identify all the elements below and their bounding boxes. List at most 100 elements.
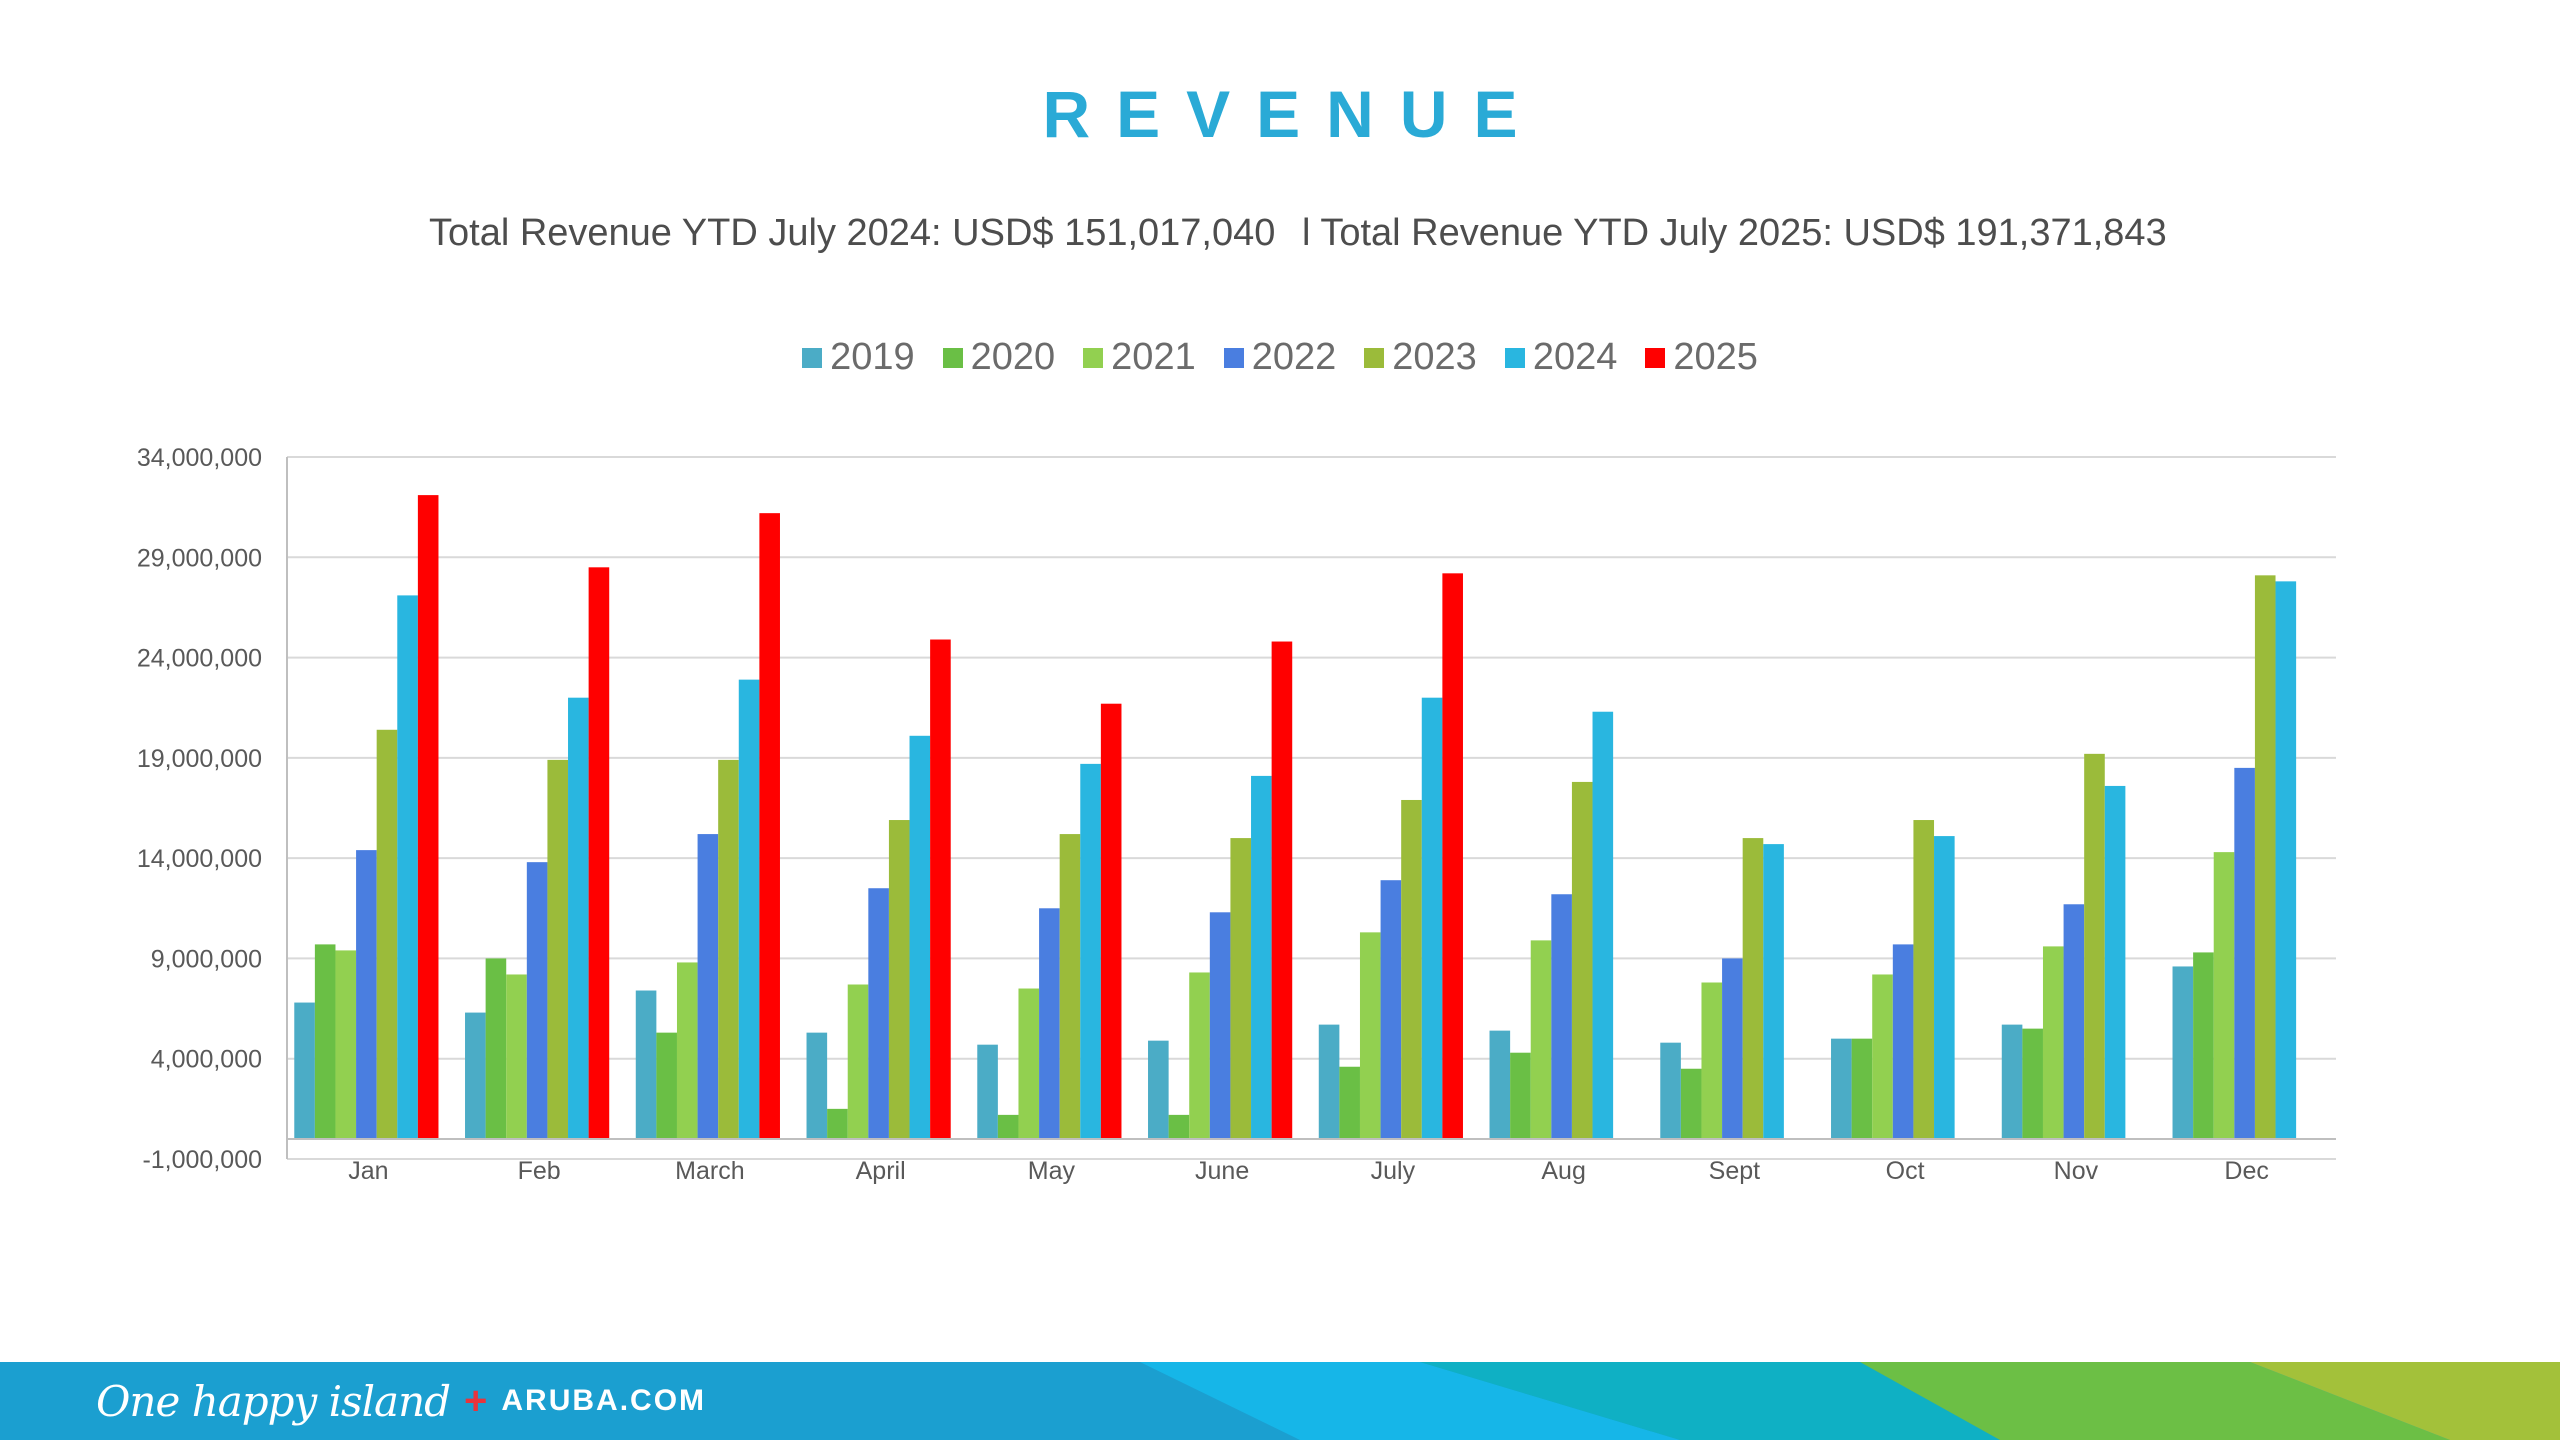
legend-label: 2020 (970, 336, 1056, 378)
bar-2022-march (697, 834, 719, 1139)
bar-2021-nov (2042, 946, 2064, 1139)
bar-2024-may (1080, 763, 1101, 1139)
subtitle-ytd-2025: l Total Revenue YTD July 2025: USD$ 191,… (1302, 212, 2167, 254)
y-tick-label: 4,000,000 (151, 1046, 262, 1074)
page-title: REVENUE (1042, 77, 1544, 151)
bar-2020-july (1339, 1066, 1360, 1139)
plus-icon: + (464, 1378, 488, 1423)
x-tick-label: April (856, 1157, 906, 1185)
bar-2023-aug (1571, 781, 1593, 1139)
bar-2023-jan (376, 729, 398, 1139)
x-tick-label: June (1195, 1157, 1249, 1185)
legend-swatch (1504, 347, 1525, 368)
bar-2020-march (656, 1032, 677, 1139)
bar-2025-march (759, 513, 780, 1139)
y-tick-label: 29,000,000 (137, 544, 262, 572)
bar-2021-dec (2213, 852, 2235, 1139)
bar-2025-may (1100, 703, 1122, 1139)
x-tick-label: Oct (1886, 1157, 1925, 1185)
y-tick-label: 9,000,000 (151, 945, 262, 973)
bar-2019-nov (2001, 1024, 2023, 1139)
bar-2019-may (977, 1044, 998, 1139)
bar-2024-aug (1592, 711, 1614, 1139)
bar-2024-nov (2104, 785, 2126, 1139)
bar-2020-feb (485, 958, 507, 1139)
subtitle-ytd-2024: Total Revenue YTD July 2024: USD$ 151,01… (429, 212, 1276, 254)
bar-2024-dec (2275, 581, 2297, 1139)
bar-2022-aug (1551, 894, 1572, 1139)
x-tick-label: July (1371, 1157, 1416, 1185)
bar-2020-nov (2022, 1028, 2043, 1139)
x-tick-label: Aug (1541, 1157, 1585, 1185)
bar-2025-feb (588, 567, 610, 1139)
x-tick-label: Feb (518, 1157, 561, 1185)
legend-swatch (802, 347, 823, 368)
bar-2024-jan (397, 595, 418, 1139)
legend-item-2024: 2024 (1504, 336, 1617, 379)
bar-2023-feb (547, 759, 569, 1139)
bar-2024-march (738, 679, 760, 1139)
aruba-link[interactable]: ARUBA.COM (501, 1384, 707, 1417)
bar-2021-march (676, 962, 698, 1139)
bar-2019-june (1148, 1040, 1169, 1139)
bar-2020-oct (1851, 1038, 1873, 1139)
bar-2021-oct (1872, 974, 1893, 1139)
legend-label: 2023 (1392, 336, 1477, 378)
legend-swatch (1645, 347, 1666, 368)
x-tick-label: March (675, 1157, 744, 1185)
bar-2021-june (1189, 972, 1210, 1139)
legend-item-2025: 2025 (1645, 336, 1758, 379)
revenue-bar-chart: -1,000,000 4,000,000 9,000,000 14,000,000 19… (137, 444, 2336, 1185)
bar-2021-aug (1530, 940, 1552, 1139)
x-tick-label: Dec (2224, 1157, 2268, 1185)
bar-2021-feb (506, 974, 527, 1139)
bar-2023-june (1230, 838, 1252, 1139)
bar-2020-jan (314, 944, 336, 1139)
bar-2019-april (806, 1032, 828, 1139)
footer-brand: One happy island + ARUBA.COM (96, 1368, 706, 1434)
bar-2019-aug (1489, 1030, 1511, 1139)
bar-2023-sept (1742, 838, 1764, 1139)
bar-2022-sept (1722, 958, 1743, 1139)
bar-2022-nov (2063, 904, 2085, 1139)
bar-2021-april (847, 984, 869, 1139)
x-tick-label: Sept (1709, 1157, 1760, 1185)
bar-2022-may (1039, 908, 1060, 1139)
footer-banner (0, 1362, 2560, 1440)
bar-2024-july (1421, 697, 1443, 1139)
legend-label: 2022 (1251, 336, 1337, 378)
bar-2022-dec (2234, 767, 2255, 1139)
x-tick-label: May (1028, 1157, 1076, 1185)
bar-2022-april (868, 888, 889, 1139)
legend-item-2023: 2023 (1364, 336, 1477, 379)
bar-2020-june (1168, 1114, 1190, 1139)
bar-2020-dec (2193, 952, 2214, 1139)
legend-item-2021: 2021 (1083, 336, 1196, 379)
bar-2020-aug (1510, 1052, 1531, 1139)
bar-2023-may (1059, 834, 1081, 1139)
legend-label: 2021 (1111, 336, 1196, 378)
bar-2019-july (1318, 1024, 1340, 1139)
x-tick-label: Nov (2054, 1157, 2099, 1185)
legend-item-2019: 2019 (802, 336, 915, 379)
bar-2020-sept (1680, 1068, 1702, 1139)
bar-2024-sept (1763, 844, 1784, 1139)
y-tick-label: -1,000,000 (142, 1146, 262, 1174)
y-tick-label: 14,000,000 (137, 845, 262, 873)
bar-2025-june (1271, 641, 1293, 1139)
bar-2024-april (909, 735, 931, 1139)
x-tick-label: Jan (348, 1157, 388, 1185)
legend-swatch (942, 347, 963, 368)
bar-2024-oct (1934, 836, 1955, 1139)
bar-2023-nov (2084, 753, 2105, 1139)
legend-label: 2025 (1673, 336, 1758, 378)
legend-swatch (1364, 347, 1385, 368)
bar-2022-feb (526, 862, 548, 1139)
bar-2024-feb (568, 697, 589, 1139)
bar-2023-april (888, 820, 910, 1139)
bar-2021-july (1359, 932, 1381, 1139)
tagline: One happy island (96, 1376, 451, 1426)
chart-legend: 2019 2020 2021 2022 2023 2024 2025 (0, 336, 2560, 379)
bar-2019-jan (294, 1002, 315, 1139)
bar-2025-jan (417, 495, 439, 1139)
